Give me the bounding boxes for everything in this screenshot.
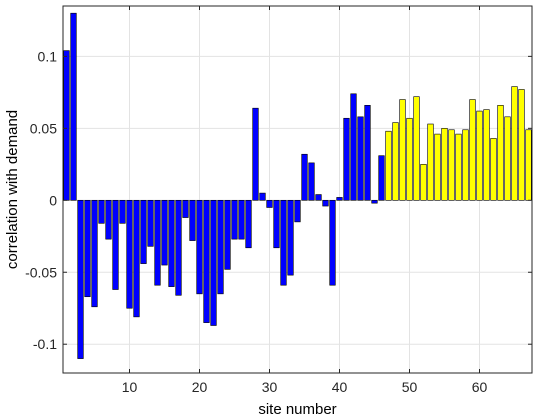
bar [70,12,77,201]
x-tick-label: 10 [122,379,138,395]
x-tick-label: 20 [192,379,208,395]
bar [336,197,343,201]
x-tick-label: 30 [262,379,278,395]
bar [357,116,364,201]
bar [301,153,308,201]
bar [133,199,140,318]
bar [518,89,525,201]
bar [63,50,70,201]
bar [224,199,231,270]
bar [490,138,497,201]
bar [434,133,441,201]
bar [294,199,301,223]
bar [168,199,175,287]
bar [322,199,329,207]
bar [350,93,357,201]
bar [448,129,455,201]
bar [91,199,98,308]
bar [126,199,133,309]
x-tick-label: 50 [402,379,418,395]
bar [441,128,448,201]
bar [511,86,518,201]
bar [210,199,217,326]
y-tick-label: 0.05 [30,120,57,136]
bar [84,199,91,298]
bar [238,199,245,240]
y-tick-label: 0.1 [38,48,58,64]
bar [385,130,392,201]
bar [287,199,294,276]
x-tick-label: 60 [472,379,488,395]
bar [455,133,462,201]
bar [476,110,483,201]
bar [245,199,252,249]
bar [98,199,105,224]
bar [273,199,280,249]
bar [364,105,371,201]
x-axis-label: site number [258,401,336,418]
bar [392,122,399,201]
bar [119,199,126,224]
y-axis-label: correlation with demand [4,110,21,269]
bar [315,194,322,201]
bar [483,109,490,201]
bars-group [63,12,532,359]
bar [525,129,532,201]
tick-labels: 10 20 30 40 50 60 -0.1 -0.05 0 0.05 0.1 [25,6,532,395]
bar [504,116,511,201]
y-tick-label: -0.05 [25,264,57,280]
bar [378,155,385,201]
x-tick-label: 40 [332,379,348,395]
bar [497,105,504,201]
bar [140,199,147,264]
bar [343,117,350,201]
bar [413,96,420,201]
bar [231,199,238,240]
bar [203,199,210,323]
bar [399,99,406,201]
bar [182,199,189,218]
bar [147,199,154,247]
bar [154,199,161,286]
y-tick-label: 0 [49,192,57,208]
bar [308,162,315,201]
bar [175,199,182,296]
bar [77,199,84,359]
bar [259,192,266,201]
plot-frame [62,5,533,374]
bar [406,117,413,201]
bar [462,129,469,201]
bar [161,199,168,266]
bar [189,199,196,241]
bar [427,123,434,201]
bar [105,199,112,240]
bar [266,199,273,208]
bar [196,199,203,295]
bar [420,164,427,201]
bar [112,199,119,290]
bar [371,199,378,204]
bar [469,99,476,201]
y-tick-label: -0.1 [33,336,57,352]
bar [280,199,287,286]
bar [329,199,336,286]
plot-background [63,6,532,373]
bar [217,199,224,295]
bar [252,107,259,201]
